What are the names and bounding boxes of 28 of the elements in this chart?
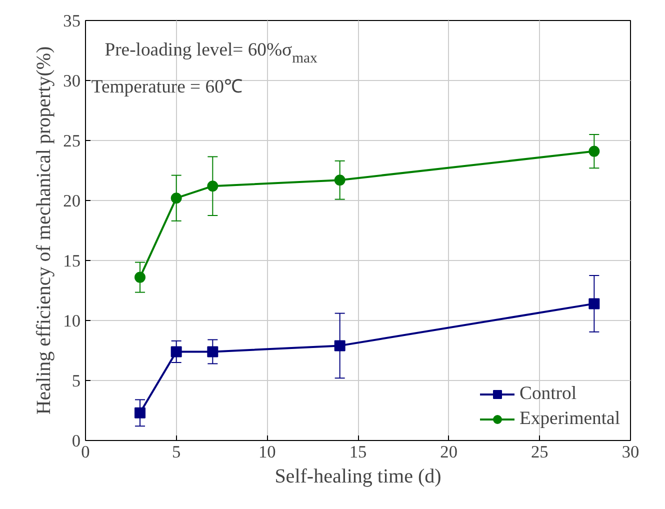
point — [134, 272, 146, 283]
legend-label: Experimental — [520, 408, 620, 430]
y-tick-label: 30 — [63, 72, 80, 90]
y-tick-label: 15 — [63, 252, 80, 270]
x-tick-label: 10 — [258, 442, 276, 462]
y-axis-title: Healing efficiency of mechanical property(%) — [33, 46, 56, 415]
point — [588, 146, 600, 157]
point — [207, 346, 218, 358]
point — [588, 298, 600, 310]
legend-label: Control — [520, 383, 577, 405]
x-tick-label: 30 — [622, 442, 640, 462]
x-tick-label: 20 — [440, 442, 458, 462]
x-tick-label: 5 — [172, 442, 181, 462]
annotation: Temperature = 60℃ — [91, 76, 243, 98]
point — [334, 340, 346, 352]
point — [334, 174, 346, 186]
y-tick-label: 35 — [63, 12, 80, 30]
point — [170, 346, 182, 358]
y-tick-label: 25 — [63, 132, 80, 150]
x-tick-label: 25 — [531, 442, 548, 462]
y-tick-label: 20 — [63, 192, 80, 210]
point — [207, 180, 218, 192]
y-tick-label: 10 — [63, 312, 80, 330]
point — [134, 407, 146, 418]
x-axis-title: Self-healing time (d) — [274, 466, 442, 488]
y-tick-label: 5 — [72, 372, 81, 390]
point — [170, 192, 182, 204]
x-tick-label: 15 — [349, 442, 367, 462]
